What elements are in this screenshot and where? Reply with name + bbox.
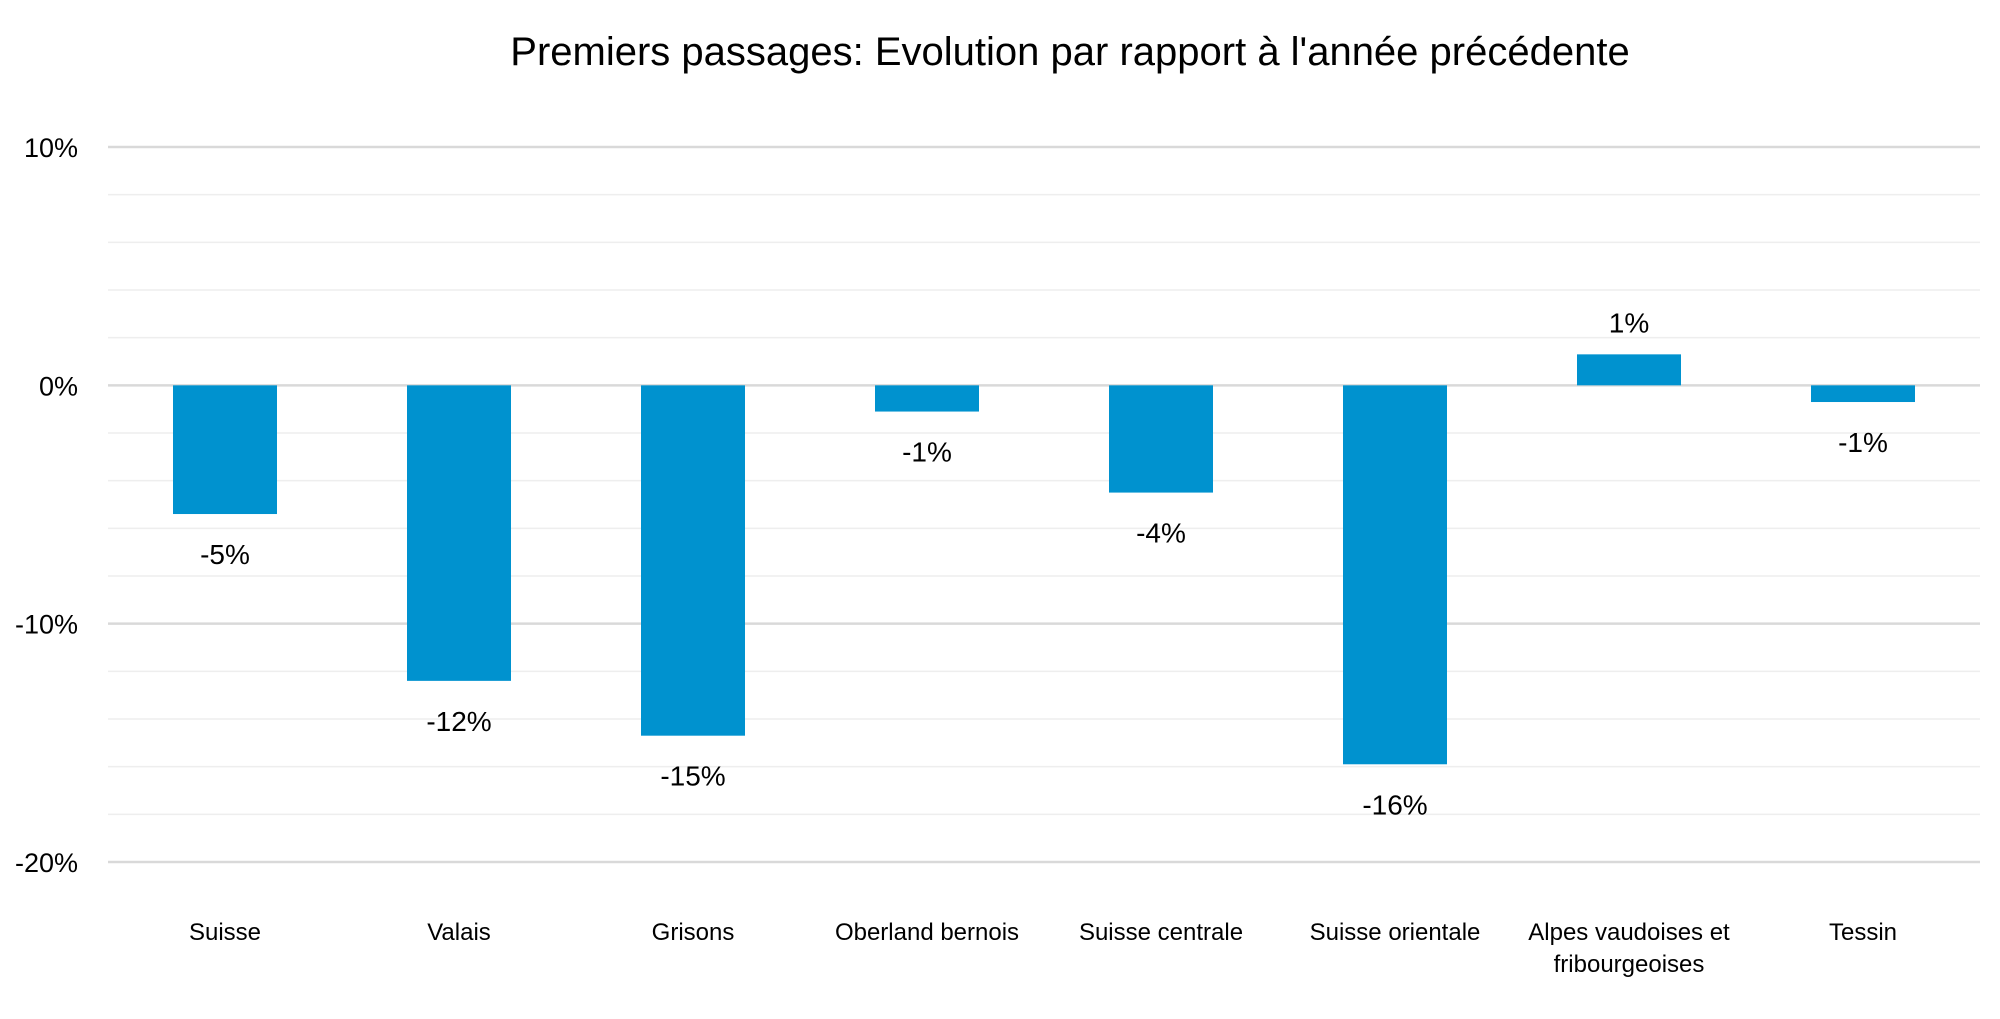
category-labels: Suisse Valais Grisons Oberland bernois Suiss… <box>189 919 1897 978</box>
y-axis-tick-labels: 10% 0% -10% -20% <box>15 133 78 878</box>
chart-title: Premiers passages: Evolution par rapport… <box>510 30 1630 74</box>
bar-0 <box>173 385 277 515</box>
y-tick-label: -20% <box>15 848 78 878</box>
category-label: Oberland bernois <box>835 919 1019 946</box>
y-tick-label: 10% <box>24 133 78 163</box>
category-label: fribourgeoises <box>1554 951 1705 978</box>
data-labels: -5% -12% -15% -1% -4% -16% 1% -1% <box>200 307 1888 820</box>
y-tick-label: 0% <box>39 371 78 401</box>
category-label: Grisons <box>652 919 735 946</box>
data-label: -16% <box>1362 789 1427 820</box>
bar-7 <box>1811 385 1915 403</box>
category-label: Tessin <box>1829 919 1897 946</box>
category-label: Alpes vaudoises et <box>1528 919 1730 946</box>
data-label: 1% <box>1609 307 1649 338</box>
bar-2 <box>641 385 745 736</box>
data-label: -15% <box>660 761 725 792</box>
bars <box>173 354 1915 765</box>
category-label: Suisse <box>189 919 261 946</box>
bar-5 <box>1343 385 1447 765</box>
data-label: -1% <box>1838 427 1888 458</box>
category-label: Valais <box>427 919 491 946</box>
data-label: -1% <box>902 437 952 468</box>
y-tick-label: -10% <box>15 610 78 640</box>
data-label: -4% <box>1136 518 1186 549</box>
bar-4 <box>1109 385 1213 493</box>
data-label: -12% <box>426 706 491 737</box>
bar-3 <box>875 385 979 412</box>
category-label: Suisse orientale <box>1310 919 1481 946</box>
data-label: -5% <box>200 539 250 570</box>
bar-1 <box>407 385 511 681</box>
gridlines <box>108 145 1980 864</box>
bar-6 <box>1577 354 1681 386</box>
category-label: Suisse centrale <box>1079 919 1243 946</box>
